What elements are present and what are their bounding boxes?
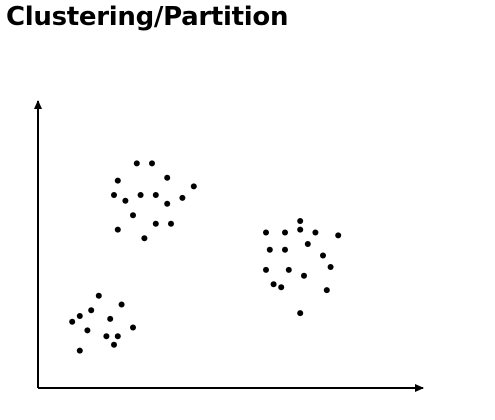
data-point-cluster-1-15 — [114, 226, 121, 233]
data-point-cluster-3-2 — [118, 301, 125, 308]
data-point-cluster-3-3 — [76, 313, 83, 319]
data-point-cluster-2-8 — [320, 252, 326, 259]
data-point-cluster-2-1 — [297, 218, 304, 224]
data-point-cluster-1-13 — [152, 220, 159, 227]
data-point-cluster-3-12 — [76, 347, 83, 354]
data-point-cluster-1-1 — [133, 160, 140, 167]
data-point-cluster-1-2 — [149, 160, 155, 167]
data-point-cluster-1-9 — [152, 192, 159, 198]
data-point-cluster-1-10 — [164, 200, 171, 207]
data-point-cluster-3-7 — [84, 327, 91, 334]
data-point-cluster-2-9 — [263, 229, 269, 236]
data-point-cluster-2-15 — [278, 284, 285, 291]
data-point-cluster-1-14 — [168, 220, 174, 227]
data-point-cluster-3-4 — [88, 307, 95, 314]
data-point-cluster-1-8 — [137, 192, 144, 198]
data-point-cluster-1-7 — [122, 197, 129, 204]
data-point-cluster-3-8 — [103, 333, 110, 340]
data-point-cluster-2-4 — [312, 229, 319, 236]
data-point-cluster-1-4 — [164, 174, 171, 181]
data-point-cluster-2-14 — [327, 264, 334, 270]
data-point-cluster-3-10 — [114, 333, 121, 340]
data-point-cluster-2-16 — [270, 281, 277, 288]
data-point-cluster-3-5 — [107, 315, 114, 322]
data-point-cluster-2-2 — [282, 229, 288, 236]
data-point-cluster-1-12 — [130, 212, 136, 219]
data-point-cluster-3-1 — [95, 292, 102, 299]
data-point-cluster-1-5 — [190, 183, 197, 190]
data-point-cluster-2-5 — [335, 232, 342, 239]
data-point-cluster-1-16 — [141, 235, 148, 242]
data-point-cluster-1-6 — [111, 192, 117, 198]
data-point-cluster-3-6 — [69, 318, 76, 325]
data-point-cluster-2-12 — [285, 266, 292, 273]
data-point-cluster-2-18 — [297, 310, 304, 317]
data-point-cluster-3-9 — [130, 324, 136, 331]
data-point-cluster-2-10 — [266, 246, 273, 253]
data-points — [69, 160, 342, 354]
data-point-cluster-3-11 — [111, 341, 117, 348]
data-point-cluster-2-6 — [282, 246, 288, 253]
data-point-cluster-2-7 — [304, 241, 311, 247]
slide-title: Clustering/Partition — [6, 2, 289, 32]
data-point-cluster-2-13 — [301, 272, 307, 279]
data-point-cluster-2-17 — [323, 287, 330, 294]
data-point-cluster-1-3 — [114, 177, 121, 184]
data-point-cluster-1-11 — [179, 194, 186, 201]
data-point-cluster-2-11 — [263, 266, 269, 273]
data-point-cluster-2-3 — [297, 226, 304, 233]
